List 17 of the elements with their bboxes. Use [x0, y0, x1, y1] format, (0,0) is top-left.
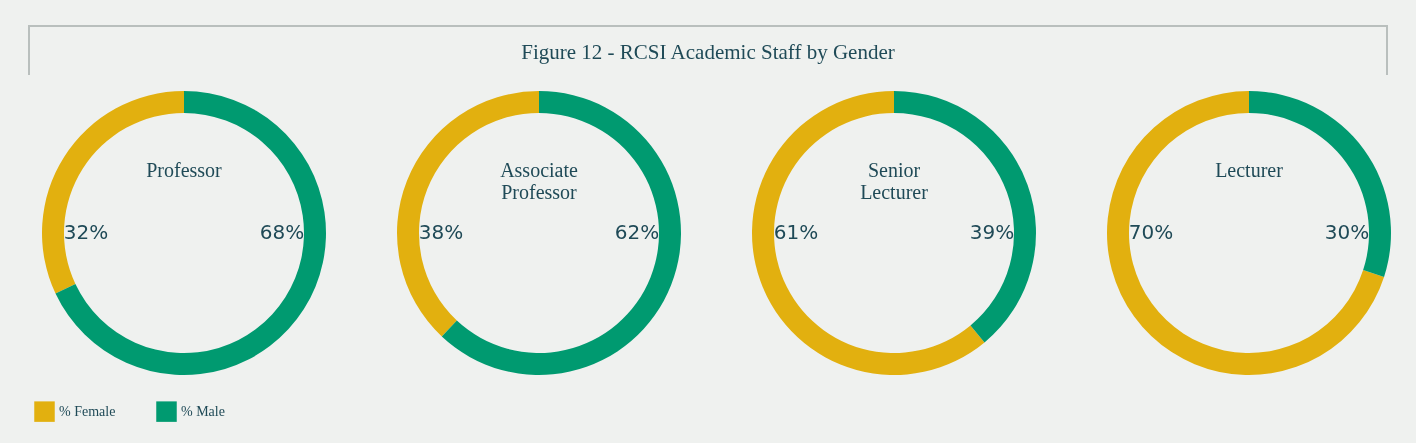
data-label: 68% — [259, 220, 305, 244]
legend-label: % Female — [59, 403, 116, 419]
data-label: 62% — [614, 220, 660, 244]
text: Figure 12 - RCSI Academic Staff by Gender — [520, 40, 896, 65]
text: Associate Professor — [500, 159, 578, 203]
text: Lecturer — [1215, 159, 1284, 181]
data-label: 39% — [969, 220, 1015, 244]
donut-slice — [55, 91, 326, 375]
data-label: 70% — [1128, 220, 1174, 244]
text: Professor — [146, 159, 223, 181]
data-label: 61% — [773, 220, 819, 244]
text: Senior Lecturer — [860, 159, 929, 203]
data-label: 32% — [63, 220, 109, 244]
data-label: 38% — [418, 220, 464, 244]
donut-slice — [1107, 91, 1385, 375]
legend-label: % Male — [181, 403, 225, 419]
data-label: 30% — [1324, 220, 1370, 244]
